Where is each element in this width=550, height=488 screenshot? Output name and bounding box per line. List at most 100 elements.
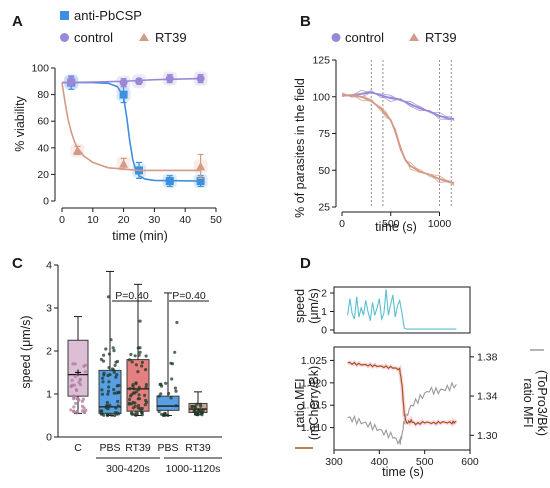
box-2-data-point [101,380,105,384]
panel-d-bottom-y2-tick-label: 1.34 [477,391,498,403]
panel-a-ylabel: % viability [13,95,27,151]
box-2-data-point [111,346,115,350]
box-4-data-point [170,377,174,381]
box-2-data-point [104,347,108,351]
box-2-data-point [106,413,110,417]
box-5-data-point [199,404,203,408]
box-5-data-point [196,413,200,417]
point-control [67,77,76,86]
box-3-data-point [134,381,138,385]
panel-d-bottom-y-tick-label: 1.025 [301,355,327,367]
panel-b-y-axis-tick-label: 50 [318,165,330,177]
panel-a-legend: anti-PbCSP control RT39 [60,8,187,45]
fit-line-control [61,77,201,84]
panel-d-top-frame [333,286,471,334]
box-3-data-point [130,402,134,406]
box-2-data-point [100,392,104,396]
panel-d-bottom-x-tick-label: 400 [371,456,389,468]
box-3-data-point [140,411,144,415]
box-4-data-point [160,384,164,388]
point-control [135,77,143,86]
panel-a-plot [61,71,208,189]
panel-b-plot [341,60,455,207]
panel-a-y-axis-tick-label: 20 [37,169,49,181]
box-2-data-point [109,338,113,342]
box-4-data-point [173,386,177,390]
fit-line-rt39 [342,94,455,185]
box-1-body [67,339,89,397]
box-4-body [156,395,180,411]
panel-d-top-y-tick-label: 0 [321,325,327,337]
panel-d-bottom-plot [347,359,457,446]
box-2-data-point [100,388,104,392]
point-control [165,74,174,83]
panel-d-bottom-y2-tick-label: 1.30 [477,430,498,442]
panel-d-bottom-frame [333,346,471,451]
panel-letter-c: C [12,255,23,272]
box-2-data-point [104,404,109,408]
point-rt39 [119,159,129,168]
box-1-data-point [83,370,88,374]
panel-d-xlabel: time (s) [382,465,424,479]
legend-marker-anti-pbcsp [60,11,69,20]
box-4-data-point [175,320,179,325]
box-2-data-point [106,392,110,396]
point-control [119,78,128,87]
panel-c-axes: 0 1 2 3 4 [46,260,222,444]
panel-a-xlabel: time (min) [112,229,168,243]
box-1-data-point [80,409,84,413]
box-3-data-point [132,387,136,391]
box-3-data-point [131,384,135,388]
box-3-data-point [144,385,148,389]
box-2-data-point [115,359,120,364]
point-anti-pbcsp [196,177,205,186]
panel-b-x-axis-tick-label: 1000 [428,218,452,230]
panel-a-x-axis-tick-label: 50 [210,214,222,226]
panel-d-top-plot [347,289,457,330]
panel-letter-a: A [12,13,23,30]
box-3-data-point [144,354,148,358]
panel-a-y-axis-tick-label: 100 [31,63,49,75]
legend-marker-rt39 [409,33,419,41]
panel-b-y-axis-tick-label: 125 [312,55,330,67]
box-3-data-point [137,393,141,397]
box-2-category-label: PBS [99,442,120,454]
box-2-body [98,369,122,414]
legend-marker-control [331,33,341,42]
box-3-data-point [136,388,141,392]
box-3-data-point [136,370,140,374]
mcherry-trace-highlight [347,359,457,428]
box-3-data-point [143,393,147,397]
box-3-data-point [140,364,144,368]
box-1-data-point [70,378,74,382]
box-1-data-point [82,406,86,410]
panel-b-x-axis-tick-label: 500 [382,218,400,230]
box-3-data-point [130,360,134,364]
panel-d-top-axes: 0 1 2 [321,286,471,337]
mcherry-trace [347,361,457,426]
box-3-data-point [138,319,142,323]
panel-c-y-axis-tick-label: 2 [46,346,52,358]
box-4-data-point [164,381,168,385]
box-2-data-point [99,409,103,413]
panel-d-bottom-y2label-line1: ratio MFI [521,378,535,427]
box-1-data-point [80,399,84,403]
box-2-data-point [110,413,114,417]
box-1-data-point [75,396,79,401]
panel-c-ylabel: speed (μm/s) [19,315,33,388]
box-2-data-point [107,352,111,356]
box-4-data-point [169,396,173,400]
legend-marker-control [60,33,69,42]
panel-d: D 0 1 2 1.010 1.015 1.020 1.025 1.30 1.34 1.38 30… [293,255,549,479]
box-2-data-point [112,391,116,395]
legend-label-rt39: RT39 [155,30,187,45]
box-4-data-point [170,362,175,366]
box-3-data-point [130,392,134,397]
box-3-data-point [129,411,134,415]
box-2-data-point [117,390,121,394]
box-5-data-point [199,409,203,413]
panel-c-y-axis-tick-label: 1 [46,389,52,401]
panel-d-bottom-y-tick-label: 1.010 [301,422,327,434]
group-label-2: 1000-1120s [166,463,221,475]
